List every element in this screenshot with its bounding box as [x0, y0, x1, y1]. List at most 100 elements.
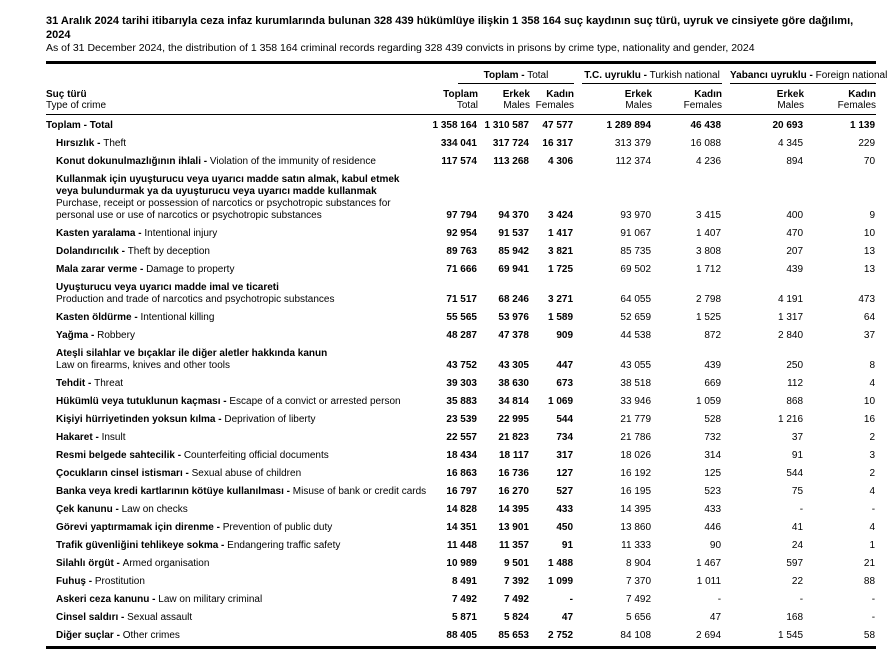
value-cell: 2: [869, 468, 876, 479]
value-cell: 439: [786, 264, 804, 275]
value-cell: 4 236: [696, 156, 722, 167]
value-cell: 64: [863, 312, 876, 323]
table-row: Yağma - Robbery 48 287 47 378 909 44 538 872 2…: [46, 325, 876, 343]
value-cell: 58: [863, 630, 876, 641]
value-cell: 91 067: [620, 228, 652, 239]
value-cell: 470: [786, 228, 804, 239]
value-cell: 92 954: [446, 228, 477, 239]
value-cell: 1 712: [696, 264, 722, 275]
value-cell: 317: [556, 450, 574, 461]
value-cell: 16 317: [542, 138, 574, 149]
table-row: Ateşli silahlar ve bıçaklar ile diğer al…: [46, 343, 876, 373]
table-row: Banka veya kredi kartlarının kötüye kull…: [46, 481, 876, 499]
col-header-females2-en: Females: [652, 100, 723, 115]
value-cell: 4 345: [778, 138, 804, 149]
value-cell: 125: [704, 468, 722, 479]
value-cell: 3 821: [547, 246, 574, 257]
value-cell: 43 305: [498, 360, 529, 371]
col-header-males2-en: Males: [574, 100, 653, 115]
col-header-males2-tr: Erkek: [624, 89, 653, 100]
column-header-row-english: Type of crime Total Males Females Males …: [46, 100, 877, 115]
value-cell: 4 306: [547, 156, 574, 167]
table-row: Trafik güvenliğini tehlikeye sokma - End…: [46, 535, 876, 553]
value-cell: 1 099: [547, 576, 574, 587]
value-cell: 18 026: [620, 450, 652, 461]
value-cell: 68 246: [498, 294, 529, 305]
value-cell: 2 752: [547, 630, 574, 641]
group-foreign-tr: Yabancı uyruklu -: [730, 70, 813, 81]
value-cell: 37: [863, 330, 876, 341]
group-total-tr: Toplam -: [483, 70, 525, 81]
value-cell: 70: [863, 156, 876, 167]
value-cell: 16 863: [446, 468, 477, 479]
value-cell: 1 310 587: [484, 120, 530, 131]
value-cell: 22: [791, 576, 804, 587]
crime-type-label: Diğer suçlar - Other crimes: [56, 630, 180, 641]
value-cell: 4 191: [778, 294, 804, 305]
value-cell: 37: [791, 432, 804, 443]
value-cell: 8: [869, 360, 876, 371]
value-cell: 1 289 894: [606, 120, 652, 131]
value-cell: 528: [704, 414, 722, 425]
group-foreign-en: Foreign national: [815, 70, 888, 81]
col-header-females1-en: Females: [530, 100, 575, 115]
value-cell: 4: [869, 522, 876, 533]
title-turkish: 31 Aralık 2024 tarihi itibarıyla ceza in…: [46, 15, 854, 41]
col-header-total-en: Total: [420, 100, 478, 115]
title-english: As of 31 December 2024, the distribution…: [46, 42, 755, 54]
value-cell: 22 995: [498, 414, 529, 425]
value-cell: 47: [561, 612, 574, 623]
value-cell: 48 287: [446, 330, 477, 341]
value-cell: 7 492: [503, 594, 529, 605]
group-total-en: Total: [527, 70, 549, 81]
value-cell: 14 395: [498, 504, 529, 515]
value-cell: 7 492: [625, 594, 652, 605]
value-cell: 43 055: [620, 360, 652, 371]
page-title: 31 Aralık 2024 tarihi itibarıyla ceza in…: [46, 14, 878, 55]
value-cell: 207: [786, 246, 804, 257]
crime-type-label: Ateşli silahlar ve bıçaklar ile diğer al…: [56, 348, 328, 371]
value-cell: 433: [556, 504, 574, 515]
value-cell: 317 724: [492, 138, 529, 149]
crime-type-label: Fuhuş - Prostitution: [56, 576, 145, 587]
value-cell: 1 317: [778, 312, 804, 323]
table-row: Kullanmak için uyuşturucu veya uyarıcı m…: [46, 169, 876, 223]
value-cell: 47 378: [498, 330, 529, 341]
value-cell: 523: [704, 486, 722, 497]
crime-type-label: Çocukların cinsel istismarı - Sexual abu…: [56, 468, 302, 479]
col-header-females3-tr: Kadın: [848, 89, 877, 100]
value-cell: 91 537: [498, 228, 529, 239]
value-cell: 447: [556, 360, 574, 371]
value-cell: 64 055: [620, 294, 652, 305]
value-cell: -: [871, 504, 876, 515]
value-cell: 1 467: [696, 558, 722, 569]
value-cell: 229: [858, 138, 876, 149]
crime-type-label: Mala zarar verme - Damage to property: [56, 264, 235, 275]
value-cell: 18 434: [446, 450, 477, 461]
value-cell: 168: [786, 612, 804, 623]
value-cell: 597: [786, 558, 804, 569]
value-cell: 1: [869, 540, 876, 551]
value-cell: 5 824: [503, 612, 529, 623]
table-row: Çek kanunu - Law on checks 14 828 14 395 43…: [46, 499, 876, 517]
table-row: Kişiyi hürriyetinden yoksun kılma - Depr…: [46, 409, 876, 427]
value-cell: 1 488: [547, 558, 574, 569]
value-cell: 4: [869, 378, 876, 389]
value-cell: 69 502: [620, 264, 652, 275]
value-cell: 3: [869, 450, 876, 461]
value-cell: 732: [704, 432, 722, 443]
value-cell: 3 808: [696, 246, 722, 257]
crime-type-label: Dolandırıcılık - Theft by deception: [56, 246, 210, 257]
table-row: Askeri ceza kanunu - Law on military cri…: [46, 589, 876, 607]
value-cell: 2: [869, 432, 876, 443]
value-cell: 2 694: [696, 630, 722, 641]
table-row: Toplam - Total 1 358 164 1 310 587 47 577 1 …: [46, 115, 876, 134]
value-cell: 868: [786, 396, 804, 407]
value-cell: 433: [704, 504, 722, 515]
value-cell: 2 798: [696, 294, 722, 305]
crime-type-header-en: Type of crime: [46, 100, 420, 115]
value-cell: 1 059: [696, 396, 722, 407]
value-cell: 250: [786, 360, 804, 371]
value-cell: 112 374: [615, 156, 652, 167]
value-cell: 14 351: [446, 522, 477, 533]
